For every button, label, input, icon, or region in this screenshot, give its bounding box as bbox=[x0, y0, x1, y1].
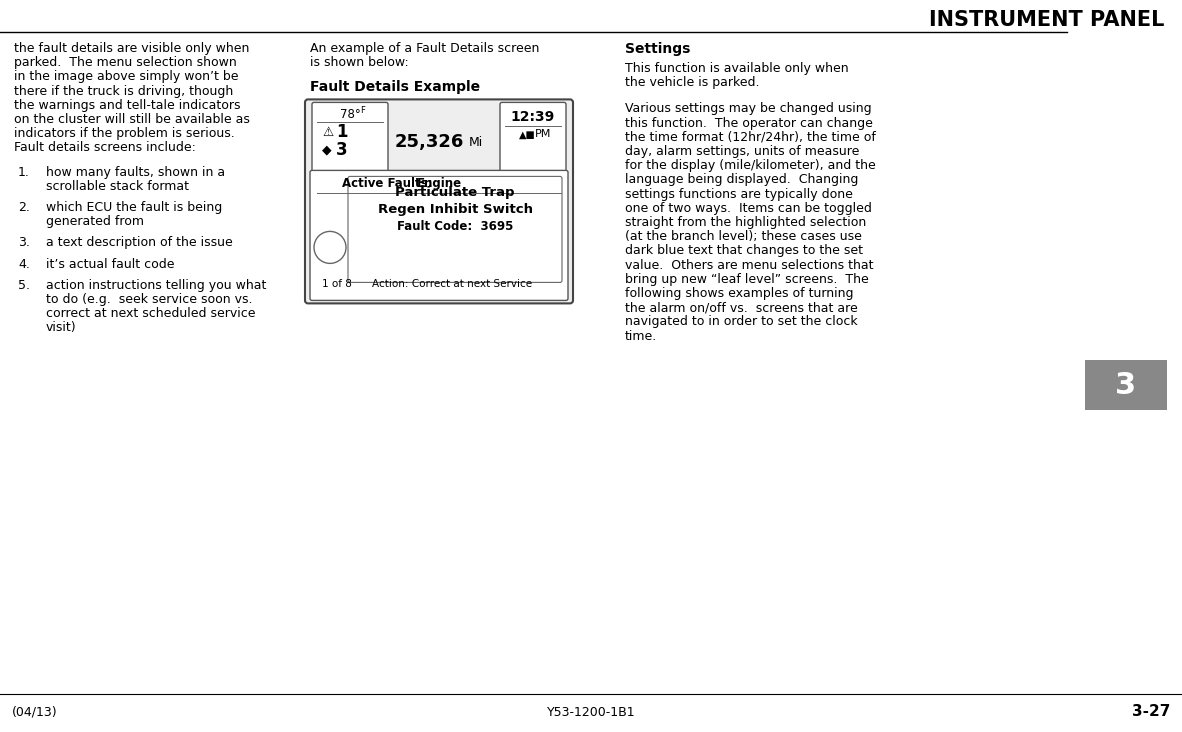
Text: the warnings and tell-tale indicators: the warnings and tell-tale indicators bbox=[14, 99, 240, 112]
Text: 5.: 5. bbox=[18, 279, 30, 292]
Text: the time format (12hr/24hr), the time of: the time format (12hr/24hr), the time of bbox=[625, 131, 876, 143]
Text: action instructions telling you what: action instructions telling you what bbox=[46, 279, 266, 292]
Text: F: F bbox=[361, 106, 365, 116]
Text: 1.: 1. bbox=[18, 165, 30, 179]
Text: 1: 1 bbox=[336, 124, 348, 141]
Text: 3-27: 3-27 bbox=[1131, 704, 1170, 720]
Text: how many faults, shown in a: how many faults, shown in a bbox=[46, 165, 225, 179]
Text: This function is available only when: This function is available only when bbox=[625, 62, 849, 75]
Text: which ECU the fault is being: which ECU the fault is being bbox=[46, 201, 222, 214]
Text: settings functions are typically done: settings functions are typically done bbox=[625, 187, 853, 201]
Text: parked.  The menu selection shown: parked. The menu selection shown bbox=[14, 56, 236, 70]
Text: to do (e.g.  seek service soon vs.: to do (e.g. seek service soon vs. bbox=[46, 293, 253, 306]
Text: in the image above simply won’t be: in the image above simply won’t be bbox=[14, 70, 239, 83]
Text: this function.  The operator can change: this function. The operator can change bbox=[625, 116, 872, 130]
Text: 2.: 2. bbox=[18, 201, 30, 214]
Text: 3.: 3. bbox=[18, 236, 30, 250]
Text: a text description of the issue: a text description of the issue bbox=[46, 236, 233, 250]
Text: following shows examples of turning: following shows examples of turning bbox=[625, 287, 853, 300]
Text: 3: 3 bbox=[336, 141, 348, 160]
Text: An example of a Fault Details screen: An example of a Fault Details screen bbox=[310, 42, 539, 55]
Text: scrollable stack format: scrollable stack format bbox=[46, 180, 189, 193]
Text: language being displayed.  Changing: language being displayed. Changing bbox=[625, 173, 858, 187]
Text: 3: 3 bbox=[1116, 370, 1137, 400]
Text: the fault details are visible only when: the fault details are visible only when bbox=[14, 42, 249, 55]
Text: ▲■: ▲■ bbox=[519, 130, 535, 139]
Text: straight from the highlighted selection: straight from the highlighted selection bbox=[625, 216, 866, 229]
Text: generated from: generated from bbox=[46, 215, 144, 228]
FancyBboxPatch shape bbox=[310, 171, 569, 300]
Text: one of two ways.  Items can be toggled: one of two ways. Items can be toggled bbox=[625, 202, 872, 214]
Text: navigated to in order to set the clock: navigated to in order to set the clock bbox=[625, 315, 858, 329]
Text: (04/13): (04/13) bbox=[12, 706, 58, 719]
Text: dark blue text that changes to the set: dark blue text that changes to the set bbox=[625, 244, 863, 258]
Text: indicators if the problem is serious.: indicators if the problem is serious. bbox=[14, 127, 235, 141]
Text: Mi: Mi bbox=[469, 136, 483, 149]
FancyBboxPatch shape bbox=[312, 102, 388, 173]
Text: Fault Details Example: Fault Details Example bbox=[310, 81, 480, 94]
Text: ◆: ◆ bbox=[322, 144, 332, 157]
Text: Fault details screens include:: Fault details screens include: bbox=[14, 141, 196, 154]
Text: 78°: 78° bbox=[339, 108, 361, 122]
Text: Engine: Engine bbox=[417, 177, 462, 190]
Text: bring up new “leaf level” screens.  The: bring up new “leaf level” screens. The bbox=[625, 273, 869, 285]
Text: there if the truck is driving, though: there if the truck is driving, though bbox=[14, 85, 233, 97]
Text: 1 of 8: 1 of 8 bbox=[322, 280, 352, 289]
Text: Y53-1200-1B1: Y53-1200-1B1 bbox=[547, 706, 635, 719]
Text: correct at next scheduled service: correct at next scheduled service bbox=[46, 307, 255, 320]
Text: Regen Inhibit Switch: Regen Inhibit Switch bbox=[377, 203, 533, 217]
Text: Settings: Settings bbox=[625, 42, 690, 56]
Text: Particulate Trap: Particulate Trap bbox=[395, 187, 514, 199]
FancyBboxPatch shape bbox=[348, 176, 561, 283]
Text: time.: time. bbox=[625, 329, 657, 343]
Text: 25,326: 25,326 bbox=[395, 133, 463, 152]
Text: day, alarm settings, units of measure: day, alarm settings, units of measure bbox=[625, 145, 859, 158]
Text: INSTRUMENT PANEL: INSTRUMENT PANEL bbox=[929, 10, 1164, 30]
Text: it’s actual fault code: it’s actual fault code bbox=[46, 258, 175, 271]
Text: for the display (mile/kilometer), and the: for the display (mile/kilometer), and th… bbox=[625, 159, 876, 172]
FancyBboxPatch shape bbox=[500, 102, 566, 173]
Text: value.  Others are menu selections that: value. Others are menu selections that bbox=[625, 258, 873, 272]
Text: Active Faults:: Active Faults: bbox=[342, 177, 436, 190]
Text: visit): visit) bbox=[46, 321, 77, 335]
Text: Action: Correct at next Service: Action: Correct at next Service bbox=[372, 280, 532, 289]
Text: 12:39: 12:39 bbox=[511, 111, 556, 124]
Text: the vehicle is parked.: the vehicle is parked. bbox=[625, 76, 760, 89]
Text: the alarm on/off vs.  screens that are: the alarm on/off vs. screens that are bbox=[625, 301, 858, 314]
Bar bbox=[1085, 360, 1167, 410]
Text: ⚠: ⚠ bbox=[322, 126, 333, 139]
Text: PM: PM bbox=[534, 130, 551, 139]
Text: is shown below:: is shown below: bbox=[310, 56, 409, 70]
Text: on the cluster will still be available as: on the cluster will still be available a… bbox=[14, 113, 249, 126]
Text: 4.: 4. bbox=[18, 258, 30, 271]
Text: (at the branch level); these cases use: (at the branch level); these cases use bbox=[625, 230, 862, 243]
Text: Fault Code:  3695: Fault Code: 3695 bbox=[397, 220, 513, 234]
FancyBboxPatch shape bbox=[305, 100, 573, 303]
Text: Various settings may be changed using: Various settings may be changed using bbox=[625, 102, 871, 116]
